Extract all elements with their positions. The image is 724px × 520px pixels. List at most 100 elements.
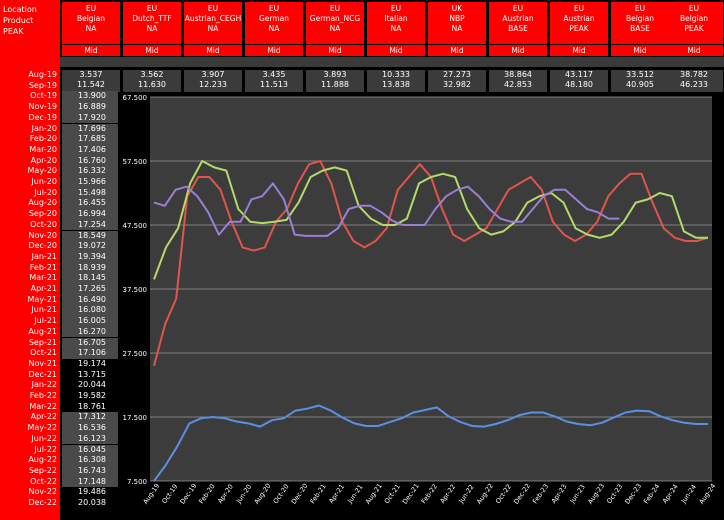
col-line1: EU [268,4,280,13]
col-line3: NA [207,24,219,33]
x-tick-label: Apr-22 [438,483,457,505]
series-line-purple [153,182,620,237]
y-tick-label: 57.500 [123,158,148,166]
top-values: 33.512 40.905 [611,70,669,92]
row-value: 16.455 [62,198,118,210]
row-value: 16.045 [62,444,118,456]
row-label: Dec-20 [28,241,57,251]
x-tick-label: Aug-22 [475,482,495,506]
col-line3: PEAK [684,24,704,33]
col-line3: BASE [630,24,650,33]
top-values: 43.117 48.180 [550,70,608,92]
col-line1: EU [329,4,341,13]
x-tick-label: Dec-20 [290,482,310,506]
x-tick-label: Feb-22 [420,482,439,505]
col-line2: Austrian [502,14,534,23]
column-header-10[interactable]: EU Belgian PEAK [665,2,723,44]
x-tick-label: Jun-22 [457,483,476,505]
row-value: 17.685 [62,134,118,145]
column-sub-mid: Mid [306,45,364,56]
row-value: 19.582 [62,391,118,402]
row-label: Dec-21 [28,369,57,379]
row-label: Aug-22 [28,455,57,465]
row-value: 17.254 [62,219,118,231]
top-values: 3.435 11.513 [245,70,303,92]
row-label: Feb-21 [29,262,57,272]
product-label: Product [3,16,34,25]
row-value: 16.490 [62,294,118,306]
series-line-green [153,160,708,280]
row-label: Aug-21 [28,326,57,336]
column-sub-mid: Mid [428,45,486,56]
row-value: 17.265 [62,284,118,295]
row-value: 15.966 [62,177,118,188]
top-values: 3.907 12.233 [184,70,242,92]
x-tick-label: Dec-23 [623,482,643,506]
col-line2: German_NCG [309,14,361,23]
col-line2: Italian [384,14,408,23]
row-value: 15.498 [62,187,118,199]
row-value: 17.148 [62,476,118,488]
location-label: Location [3,5,37,14]
col-line1: EU [688,4,700,13]
row-value: 18.549 [62,230,118,242]
x-tick-label: Jun-20 [234,483,253,505]
y-tick-label: 7.500 [127,478,147,486]
col-line1: EU [390,4,402,13]
row-value: 17.312 [62,412,118,424]
col-line2: NBP [449,14,465,23]
top-values: 27.273 32.982 [428,70,486,92]
col-line3: PEAK [569,24,589,33]
column-header-0[interactable]: EU Belgian NA [62,2,120,44]
row-label: Nov-22 [28,487,57,497]
row-label: Mar-21 [29,273,57,283]
row-value: 17.696 [62,123,118,135]
row-value: 19.486 [62,487,118,498]
column-header-7[interactable]: EU Austrian BASE [489,2,547,44]
top-values: 10.333 13.838 [367,70,425,92]
row-label: Oct-20 [30,219,57,229]
row-label: Oct-19 [30,91,57,101]
column-header-4[interactable]: EU German_NCG NA [306,2,364,44]
x-tick-label: Feb-24 [642,482,661,505]
y-tick-label: 17.500 [123,414,148,422]
column-sub-mid: Mid [62,45,120,56]
y-tick-label: 47.500 [123,222,148,230]
row-label: Apr-21 [30,284,57,293]
col-line3: NA [451,24,463,33]
row-label: Aug-20 [28,198,57,208]
row-value: 18.761 [62,401,118,413]
row-value: 16.080 [62,305,118,317]
column-header-8[interactable]: EU Austrian PEAK [550,2,608,44]
x-tick-label: Aug-21 [364,482,384,506]
row-label: Sep-22 [28,465,57,475]
row-label: Jan-20 [31,123,57,133]
row-value: 19.394 [62,251,118,263]
top-values: 38.782 46.233 [665,70,723,92]
row-label: Apr-20 [30,155,57,165]
series-line-blue [153,404,708,482]
col-line2: Austrian [563,14,595,23]
column-header-6[interactable]: UK NBP NA [428,2,486,44]
row-label: May-20 [27,166,57,176]
column-header-3[interactable]: EU German NA [245,2,303,44]
row-value: 16.889 [62,102,118,113]
row-label: Mar-20 [29,144,57,154]
x-tick-label: Aug-23 [586,482,606,506]
row-value: 20.038 [62,498,118,509]
row-label: Mar-22 [29,401,57,411]
column-header-1[interactable]: EU Dutch_TTF NA [123,2,181,44]
column-header-5[interactable]: EU Italian NA [367,2,425,44]
column-header-9[interactable]: EU Belgian BASE [611,2,669,44]
row-value: 13.715 [62,369,118,381]
col-line1: EU [573,4,585,13]
row-value: 20.044 [62,380,118,391]
row-value: 17.106 [62,348,118,359]
x-tick-label: Jun-23 [568,483,587,505]
col-line1: EU [207,4,219,13]
row-value: 16.760 [62,155,118,167]
row-label: May-21 [27,294,57,304]
row-label: Feb-22 [29,391,57,400]
col-line1: EU [146,4,158,13]
column-header-2[interactable]: EU Austrian_CEGH NA [184,2,242,44]
